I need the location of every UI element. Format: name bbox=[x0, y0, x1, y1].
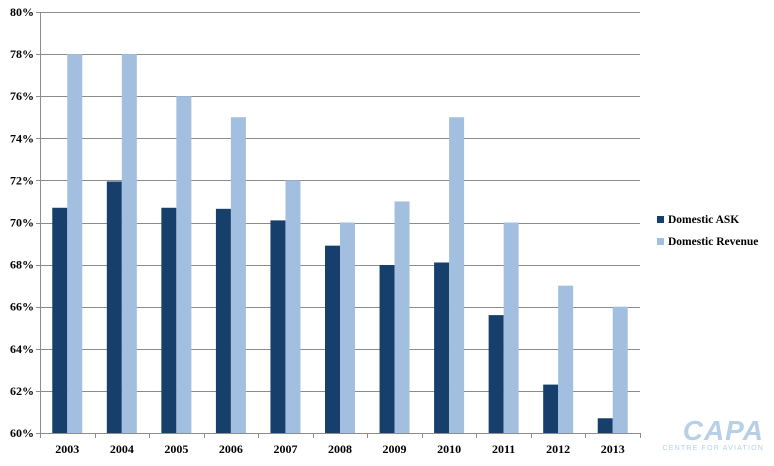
x-tick-label: 2004 bbox=[110, 442, 134, 456]
legend-swatch bbox=[657, 238, 664, 245]
y-tick-label: 64% bbox=[10, 342, 34, 356]
axes bbox=[40, 12, 640, 434]
x-axis-ticks: 2003 2004 2005 2006 2007 2008 2009 2010 2011 2012… bbox=[40, 433, 641, 456]
logo-wordmark: CAPA bbox=[682, 415, 764, 446]
y-tick-label: 74% bbox=[10, 131, 34, 145]
bar-domestic-revenue-2013 bbox=[612, 306, 628, 433]
bar-domestic-ask-2006 bbox=[215, 208, 231, 433]
bars bbox=[52, 54, 628, 433]
y-tick-label: 76% bbox=[10, 89, 34, 103]
bar-domestic-revenue-2004 bbox=[121, 54, 137, 433]
bar-domestic-ask-2010 bbox=[434, 262, 450, 433]
bar-domestic-revenue-2003 bbox=[67, 54, 83, 433]
bar-domestic-ask-2008 bbox=[325, 245, 340, 433]
legend-label: Domestic ASK bbox=[668, 214, 739, 226]
x-tick-label: 2006 bbox=[219, 442, 243, 456]
x-tick-label: 2013 bbox=[601, 442, 625, 456]
bar-domestic-revenue-2006 bbox=[230, 117, 246, 433]
y-tick-label: 62% bbox=[10, 384, 34, 398]
legend: Domestic ASK Domestic Revenue bbox=[657, 214, 758, 248]
x-tick-label: 2012 bbox=[546, 442, 570, 456]
x-tick-label: 2009 bbox=[383, 442, 407, 456]
y-tick-label: 60% bbox=[10, 426, 34, 440]
bar-domestic-revenue-2010 bbox=[449, 117, 465, 433]
bar-domestic-ask-2011 bbox=[488, 315, 504, 433]
bar-domestic-ask-2004 bbox=[106, 181, 122, 433]
bar-domestic-revenue-2011 bbox=[503, 222, 519, 433]
x-tick-label: 2003 bbox=[55, 442, 79, 456]
bar-domestic-revenue-2009 bbox=[394, 201, 410, 433]
bar-domestic-ask-2013 bbox=[597, 418, 613, 433]
x-tick-label: 2011 bbox=[492, 442, 515, 456]
x-tick-label: 2005 bbox=[164, 442, 188, 456]
y-tick-label: 66% bbox=[10, 300, 34, 314]
y-tick-label: 72% bbox=[10, 173, 34, 187]
bar-domestic-revenue-2007 bbox=[285, 180, 301, 433]
x-tick-label: 2010 bbox=[437, 442, 461, 456]
y-tick-label: 80% bbox=[10, 5, 34, 19]
y-tick-label: 68% bbox=[10, 258, 34, 272]
bar-domestic-ask-2012 bbox=[543, 384, 559, 433]
legend-label: Domestic Revenue bbox=[668, 236, 758, 248]
bar-domestic-ask-2003 bbox=[52, 207, 68, 433]
capa-logo: CAPA CENTRE FOR AVIATION bbox=[662, 417, 766, 457]
bar-domestic-ask-2009 bbox=[379, 265, 395, 433]
bar-domestic-revenue-2012 bbox=[558, 285, 574, 433]
logo-tagline: CENTRE FOR AVIATION bbox=[662, 445, 764, 452]
bar-domestic-ask-2007 bbox=[270, 220, 286, 433]
y-tick-label: 70% bbox=[10, 216, 34, 230]
x-tick-label: 2007 bbox=[273, 442, 297, 456]
x-tick-label: 2008 bbox=[328, 442, 352, 456]
bar-domestic-revenue-2005 bbox=[176, 96, 192, 433]
y-axis-ticks: 60% 62% 64% 66% 68% 70% 72% 74% 76% 78% 80% bbox=[10, 5, 40, 440]
bar-domestic-ask-2005 bbox=[161, 207, 177, 433]
legend-swatch bbox=[657, 216, 664, 223]
bar-domestic-revenue-2008 bbox=[340, 222, 355, 433]
y-tick-label: 78% bbox=[10, 47, 34, 61]
